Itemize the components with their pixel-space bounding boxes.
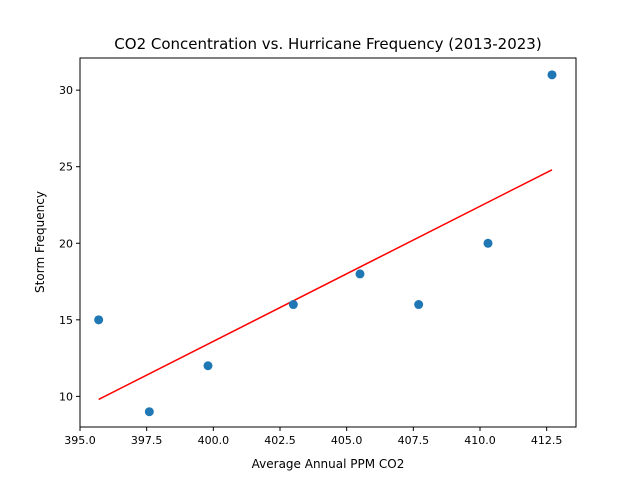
data-point <box>414 300 424 310</box>
trendline <box>98 169 553 401</box>
y-tick-label: 15 <box>59 314 73 327</box>
plot-area: 395.0 397.5 400.0 402.5 405.0 407.5 410.0 412.5… <box>59 57 577 447</box>
x-tick-label: 402.5 <box>264 434 296 447</box>
points-layer <box>94 70 557 417</box>
data-point <box>483 238 493 248</box>
y-tick-label: 25 <box>59 161 73 174</box>
data-point <box>355 269 365 279</box>
x-tick-label: 397.5 <box>131 434 163 447</box>
y-tick-label: 10 <box>59 390 73 403</box>
x-axis-ticks: 395.0 397.5 400.0 402.5 405.0 407.5 410.0 412.5 <box>64 427 562 447</box>
trendline-layer <box>98 169 553 401</box>
data-point <box>94 315 104 325</box>
x-axis-label: Average Annual PPM CO2 <box>252 457 405 471</box>
data-point <box>144 407 154 417</box>
plot-background <box>80 58 576 427</box>
y-axis-ticks: 10 15 20 25 30 <box>59 84 80 403</box>
chart-title: CO2 Concentration vs. Hurricane Frequenc… <box>114 35 541 53</box>
plot-frame <box>79 57 577 428</box>
data-point <box>203 361 213 371</box>
x-tick-label: 410.0 <box>464 434 496 447</box>
y-tick-label: 30 <box>59 84 73 97</box>
x-tick-label: 412.5 <box>531 434 563 447</box>
data-point <box>288 300 298 310</box>
y-axis-label: Storm Frequency <box>33 191 47 293</box>
y-tick-label: 20 <box>59 237 73 250</box>
x-tick-label: 407.5 <box>398 434 430 447</box>
x-tick-label: 395.0 <box>64 434 96 447</box>
data-point <box>547 70 557 80</box>
x-tick-label: 405.0 <box>331 434 363 447</box>
x-tick-label: 400.0 <box>198 434 230 447</box>
